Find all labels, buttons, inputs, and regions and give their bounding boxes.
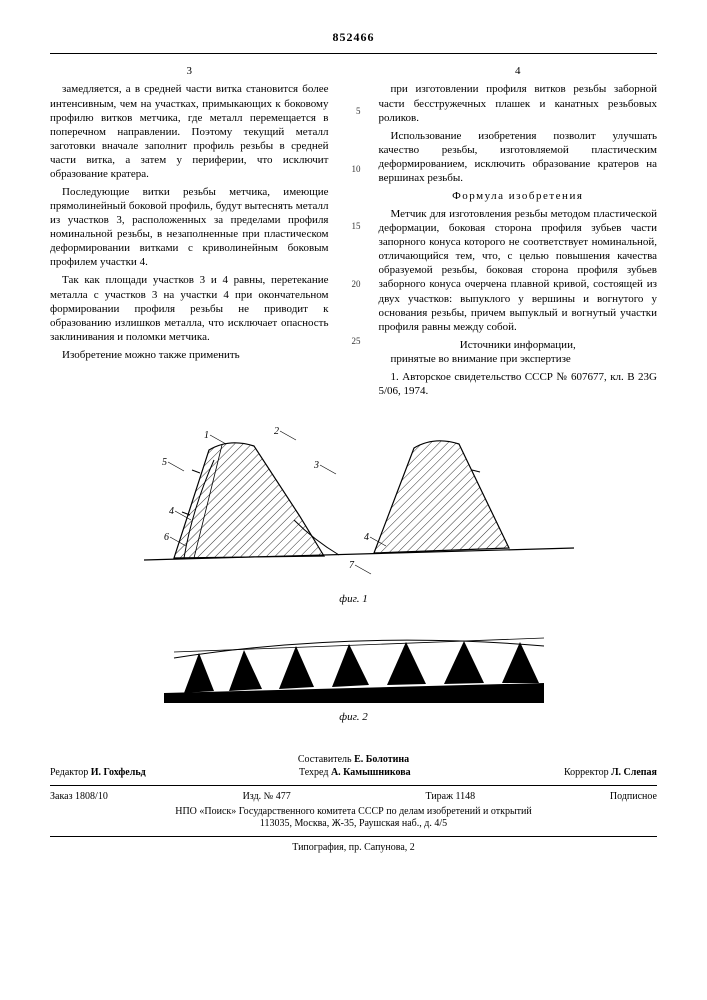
tech-label: Техред xyxy=(299,767,328,778)
editor-name: И. Гохфельд xyxy=(91,767,146,778)
sources-title: Источники информации, xyxy=(379,338,658,352)
right-column: 4 при изготовлении профиля витков резьбы… xyxy=(379,64,658,402)
sub: Подписное xyxy=(610,791,657,804)
tech-name: А. Камышникова xyxy=(331,767,411,778)
addr1: 113035, Москва, Ж-35, Раушская наб., д. … xyxy=(50,818,657,831)
page-num-right: 4 xyxy=(379,64,658,78)
fig1-diagram: 1 2 3 5 4 6 4 7 xyxy=(114,420,594,590)
para: при изготовлении профиля витков резьбы з… xyxy=(379,82,658,124)
svg-text:5: 5 xyxy=(162,457,167,468)
order-num: Заказ 1808/10 xyxy=(50,791,108,804)
addr2: Типография, пр. Сапунова, 2 xyxy=(50,842,657,855)
line-num: 10 xyxy=(347,164,361,176)
para: Изобретение можно также применить xyxy=(50,348,329,362)
corrector-name: Л. Слепая xyxy=(611,767,657,778)
svg-text:6: 6 xyxy=(164,532,169,543)
para: Использование изобретения позволит улучш… xyxy=(379,129,658,185)
sources-item: 1. Авторское свидетельство СССР № 607677… xyxy=(379,370,658,398)
compiler-label: Составитель xyxy=(298,754,352,765)
line-num: 15 xyxy=(347,221,361,233)
text-columns: 3 замедляется, а в средней части витка с… xyxy=(50,64,657,402)
izd-num: Изд. № 477 xyxy=(243,791,291,804)
para: замедляется, а в средней части витка ста… xyxy=(50,82,329,181)
tiraz: Тираж 1148 xyxy=(425,791,475,804)
svg-text:2: 2 xyxy=(274,426,279,437)
svg-text:4: 4 xyxy=(169,506,174,517)
credits-block: Составитель Е. Болотина Редактор И. Гохф… xyxy=(50,754,657,855)
svg-text:1: 1 xyxy=(204,430,209,441)
sources-sub: принятые во внимание при экспертизе xyxy=(379,352,658,366)
para: Последующие витки резьбы метчика, имеющи… xyxy=(50,185,329,269)
org: НПО «Поиск» Государственного комитета СС… xyxy=(50,806,657,819)
figures: 1 2 3 5 4 6 4 7 фиг. 1 фиг. 2 xyxy=(50,420,657,724)
page-num-left: 3 xyxy=(50,64,329,78)
compiler-name: Е. Болотина xyxy=(354,754,409,765)
line-num: 20 xyxy=(347,279,361,291)
header-rule xyxy=(50,53,657,54)
line-num: 25 xyxy=(347,336,361,348)
editor-label: Редактор xyxy=(50,767,88,778)
fig2-caption: фиг. 2 xyxy=(50,710,657,724)
para: Так как площади участков 3 и 4 равны, пе… xyxy=(50,273,329,343)
formula-text: Метчик для изготовления резьбы методом п… xyxy=(379,207,658,334)
line-numbers: 5 10 15 20 25 xyxy=(347,64,361,402)
corrector-label: Корректор xyxy=(564,767,609,778)
fig2-diagram xyxy=(144,628,564,708)
patent-number: 852466 xyxy=(50,30,657,45)
fig1-caption: фиг. 1 xyxy=(50,592,657,606)
line-num: 5 xyxy=(347,106,361,118)
left-column: 3 замедляется, а в средней части витка с… xyxy=(50,64,329,402)
svg-text:3: 3 xyxy=(313,460,319,471)
formula-title: Формула изобретения xyxy=(379,189,658,203)
patent-page: 852466 3 замедляется, а в средней части … xyxy=(0,0,707,873)
svg-text:7: 7 xyxy=(349,560,355,571)
svg-text:4: 4 xyxy=(364,532,369,543)
